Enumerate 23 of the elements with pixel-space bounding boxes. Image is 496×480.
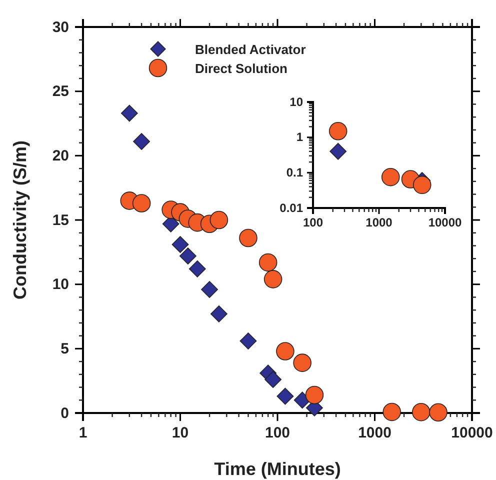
y-tick-label: 0 <box>60 404 69 422</box>
y-tick-label: 25 <box>52 83 69 100</box>
x-tick-label: 10 <box>172 424 189 442</box>
y-tick-label: 10 <box>290 94 304 109</box>
x-axis-title: Time (Minutes) <box>214 459 341 479</box>
y-tick-label: 20 <box>52 147 69 164</box>
y-tick-label: 0.1 <box>286 166 304 180</box>
legend-label: Blended Activator <box>195 42 306 57</box>
y-tick-label: 15 <box>52 212 69 229</box>
y-tick-label: 30 <box>52 18 69 36</box>
x-tick-label: 10000 <box>428 216 462 230</box>
y-tick-label: 5 <box>60 340 69 358</box>
y-tick-label: 1 <box>296 130 304 144</box>
x-tick-label: 1 <box>78 424 88 442</box>
x-tick-label: 1000 <box>366 216 393 230</box>
y-tick-label: 0.01 <box>280 200 304 215</box>
y-axis-title: Conductivity (S/m) <box>10 140 30 300</box>
x-tick-label: 100 <box>302 216 324 230</box>
y-tick-label: 10 <box>52 276 69 294</box>
x-tick-label: 10000 <box>451 424 493 442</box>
x-tick-label: 1000 <box>358 424 392 442</box>
legend-label: Direct Solution <box>195 61 288 76</box>
x-tick-label: 100 <box>264 424 290 442</box>
